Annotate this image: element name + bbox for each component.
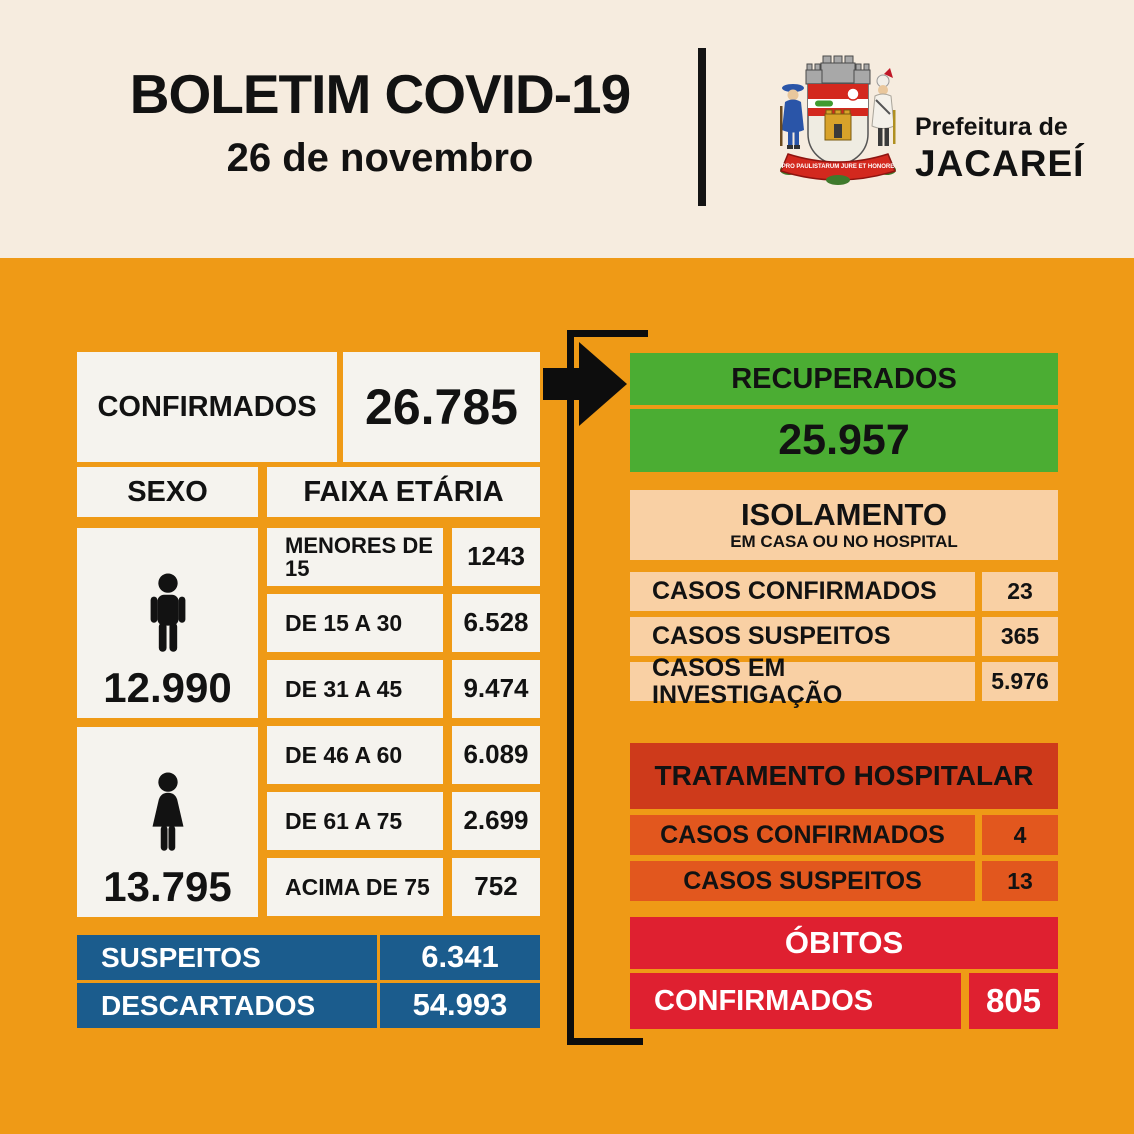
isolamento-header: ISOLAMENTO EM CASA OU NO HOSPITAL	[630, 490, 1058, 560]
confirmados-label: CONFIRMADOS	[77, 352, 337, 462]
isolamento-title: ISOLAMENTO	[740, 496, 948, 532]
age-row-label: DE 31 A 45	[267, 660, 443, 718]
obitos-header: ÓBITOS	[630, 917, 1058, 969]
obitos-confirmados-label: CONFIRMADOS	[630, 973, 961, 1029]
isolamento-row-value: 23	[982, 572, 1058, 611]
age-row-label: DE 61 A 75	[267, 792, 443, 850]
male-icon	[150, 573, 185, 652]
recuperados-value: 25.957	[630, 409, 1058, 472]
suspeitos-label: SUSPEITOS	[77, 935, 377, 980]
masculino-panel: 12.990	[77, 528, 258, 718]
isolamento-subtitle: EM CASA OU NO HOSPITAL	[730, 532, 958, 552]
suspeitos-value: 6.341	[380, 935, 540, 980]
arrow-head-icon	[579, 342, 627, 426]
age-row-value: 752	[452, 858, 540, 916]
feminino-panel: 13.795	[77, 727, 258, 917]
tratamento-row-label: CASOS CONFIRMADOS	[630, 815, 975, 855]
sexo-header: SEXO	[77, 467, 258, 517]
bracket-vertical-line	[567, 330, 574, 1045]
feminino-total: 13.795	[103, 862, 232, 910]
isolamento-row-label: CASOS CONFIRMADOS	[630, 572, 975, 611]
isolamento-row-label: CASOS SUSPEITOS	[630, 617, 975, 656]
arrow-icon	[543, 368, 581, 400]
age-row-value: 9.474	[452, 660, 540, 718]
isolamento-row-label: CASOS EM INVESTIGAÇÃO	[630, 655, 975, 708]
recuperados-label: RECUPERADOS	[630, 353, 1058, 405]
bracket-top-line	[567, 330, 648, 337]
crest-motto: PRO PAULISTARUM JURE ET HONORE	[782, 164, 894, 170]
age-row-label: MENORES DE 15	[267, 528, 443, 586]
tratamento-row-value: 13	[982, 861, 1058, 901]
age-row-value: 6.089	[452, 726, 540, 784]
masculino-total: 12.990	[103, 663, 232, 711]
faixa-etaria-header: FAIXA ETÁRIA	[267, 467, 540, 517]
tratamento-row-value: 4	[982, 815, 1058, 855]
age-row-value: 6.528	[452, 594, 540, 652]
header-band: BOLETIM COVID-19 26 de novembro	[0, 0, 1134, 258]
isolamento-row-value: 5.976	[982, 662, 1058, 701]
tratamento-header: TRATAMENTO HOSPITALAR	[630, 743, 1058, 809]
bracket-bottom-line	[567, 1038, 643, 1045]
page-title: BOLETIM COVID-19	[129, 63, 631, 125]
bulletin-date: 26 de novembro	[226, 136, 534, 180]
isolamento-row-value: 365	[982, 617, 1058, 656]
descartados-value: 54.993	[380, 983, 540, 1028]
org-name-line2: JACAREÍ	[915, 143, 1085, 184]
female-icon	[152, 772, 183, 851]
age-row-label: DE 46 A 60	[267, 726, 443, 784]
tratamento-row-label: CASOS SUSPEITOS	[630, 861, 975, 901]
confirmados-total: 26.785	[343, 352, 540, 462]
obitos-confirmados-value: 805	[969, 973, 1058, 1029]
age-row-label: ACIMA DE 75	[267, 858, 443, 916]
age-row-label: DE 15 A 30	[267, 594, 443, 652]
org-name: Prefeitura de JACAREÍ	[915, 113, 1084, 185]
jacarei-coat-of-arms-icon: PRO PAULISTARUM JURE ET HONORE	[779, 55, 897, 185]
header-divider	[698, 48, 706, 206]
age-row-value: 2.699	[452, 792, 540, 850]
age-row-value: 1243	[452, 528, 540, 586]
org-name-line1: Prefeitura de	[915, 113, 1068, 141]
descartados-label: DESCARTADOS	[77, 983, 377, 1028]
